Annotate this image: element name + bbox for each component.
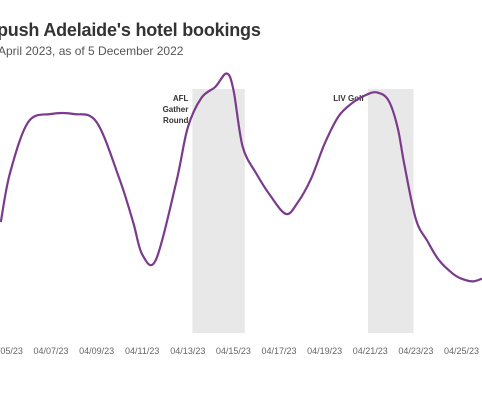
chart-title: push Adelaide's hotel bookings	[0, 20, 261, 40]
event-annotation-1-line-0: LIV Golf	[333, 94, 364, 103]
event-bands: AFL Gather Round LIV Golf	[163, 89, 414, 333]
event-annotation-0-line-2: Round	[163, 116, 188, 125]
x-tick-label: 04/23/23	[398, 346, 433, 356]
series-line	[0, 72, 482, 283]
x-tick-label: 04/07/23	[33, 346, 68, 356]
x-tick-label: 04/21/23	[353, 346, 388, 356]
x-tick-label: 04/15/23	[216, 346, 251, 356]
chart-subtitle: April 2023, as of 5 December 2022	[0, 44, 184, 58]
event-annotation-0-line-0: AFL	[173, 94, 189, 103]
event-band-1	[367, 89, 414, 333]
event-band-0	[192, 89, 245, 333]
x-tick-label: 04/17/23	[262, 346, 297, 356]
x-tick-label: 04/11/23	[125, 346, 159, 356]
series-line-layer	[0, 72, 482, 283]
x-tick-label: 04/09/23	[79, 346, 114, 356]
x-tick-label: 04/13/23	[170, 346, 205, 356]
x-axis-ticks: 04/05/23 04/07/23 04/09/23 04/11/23 04/13/23…	[0, 346, 479, 356]
x-tick-label: 04/25/23	[444, 346, 479, 356]
event-annotation-0-line-1: Gather	[163, 105, 189, 114]
x-tick-label: 04/19/23	[307, 346, 342, 356]
x-tick-label: 04/05/23	[0, 346, 23, 356]
